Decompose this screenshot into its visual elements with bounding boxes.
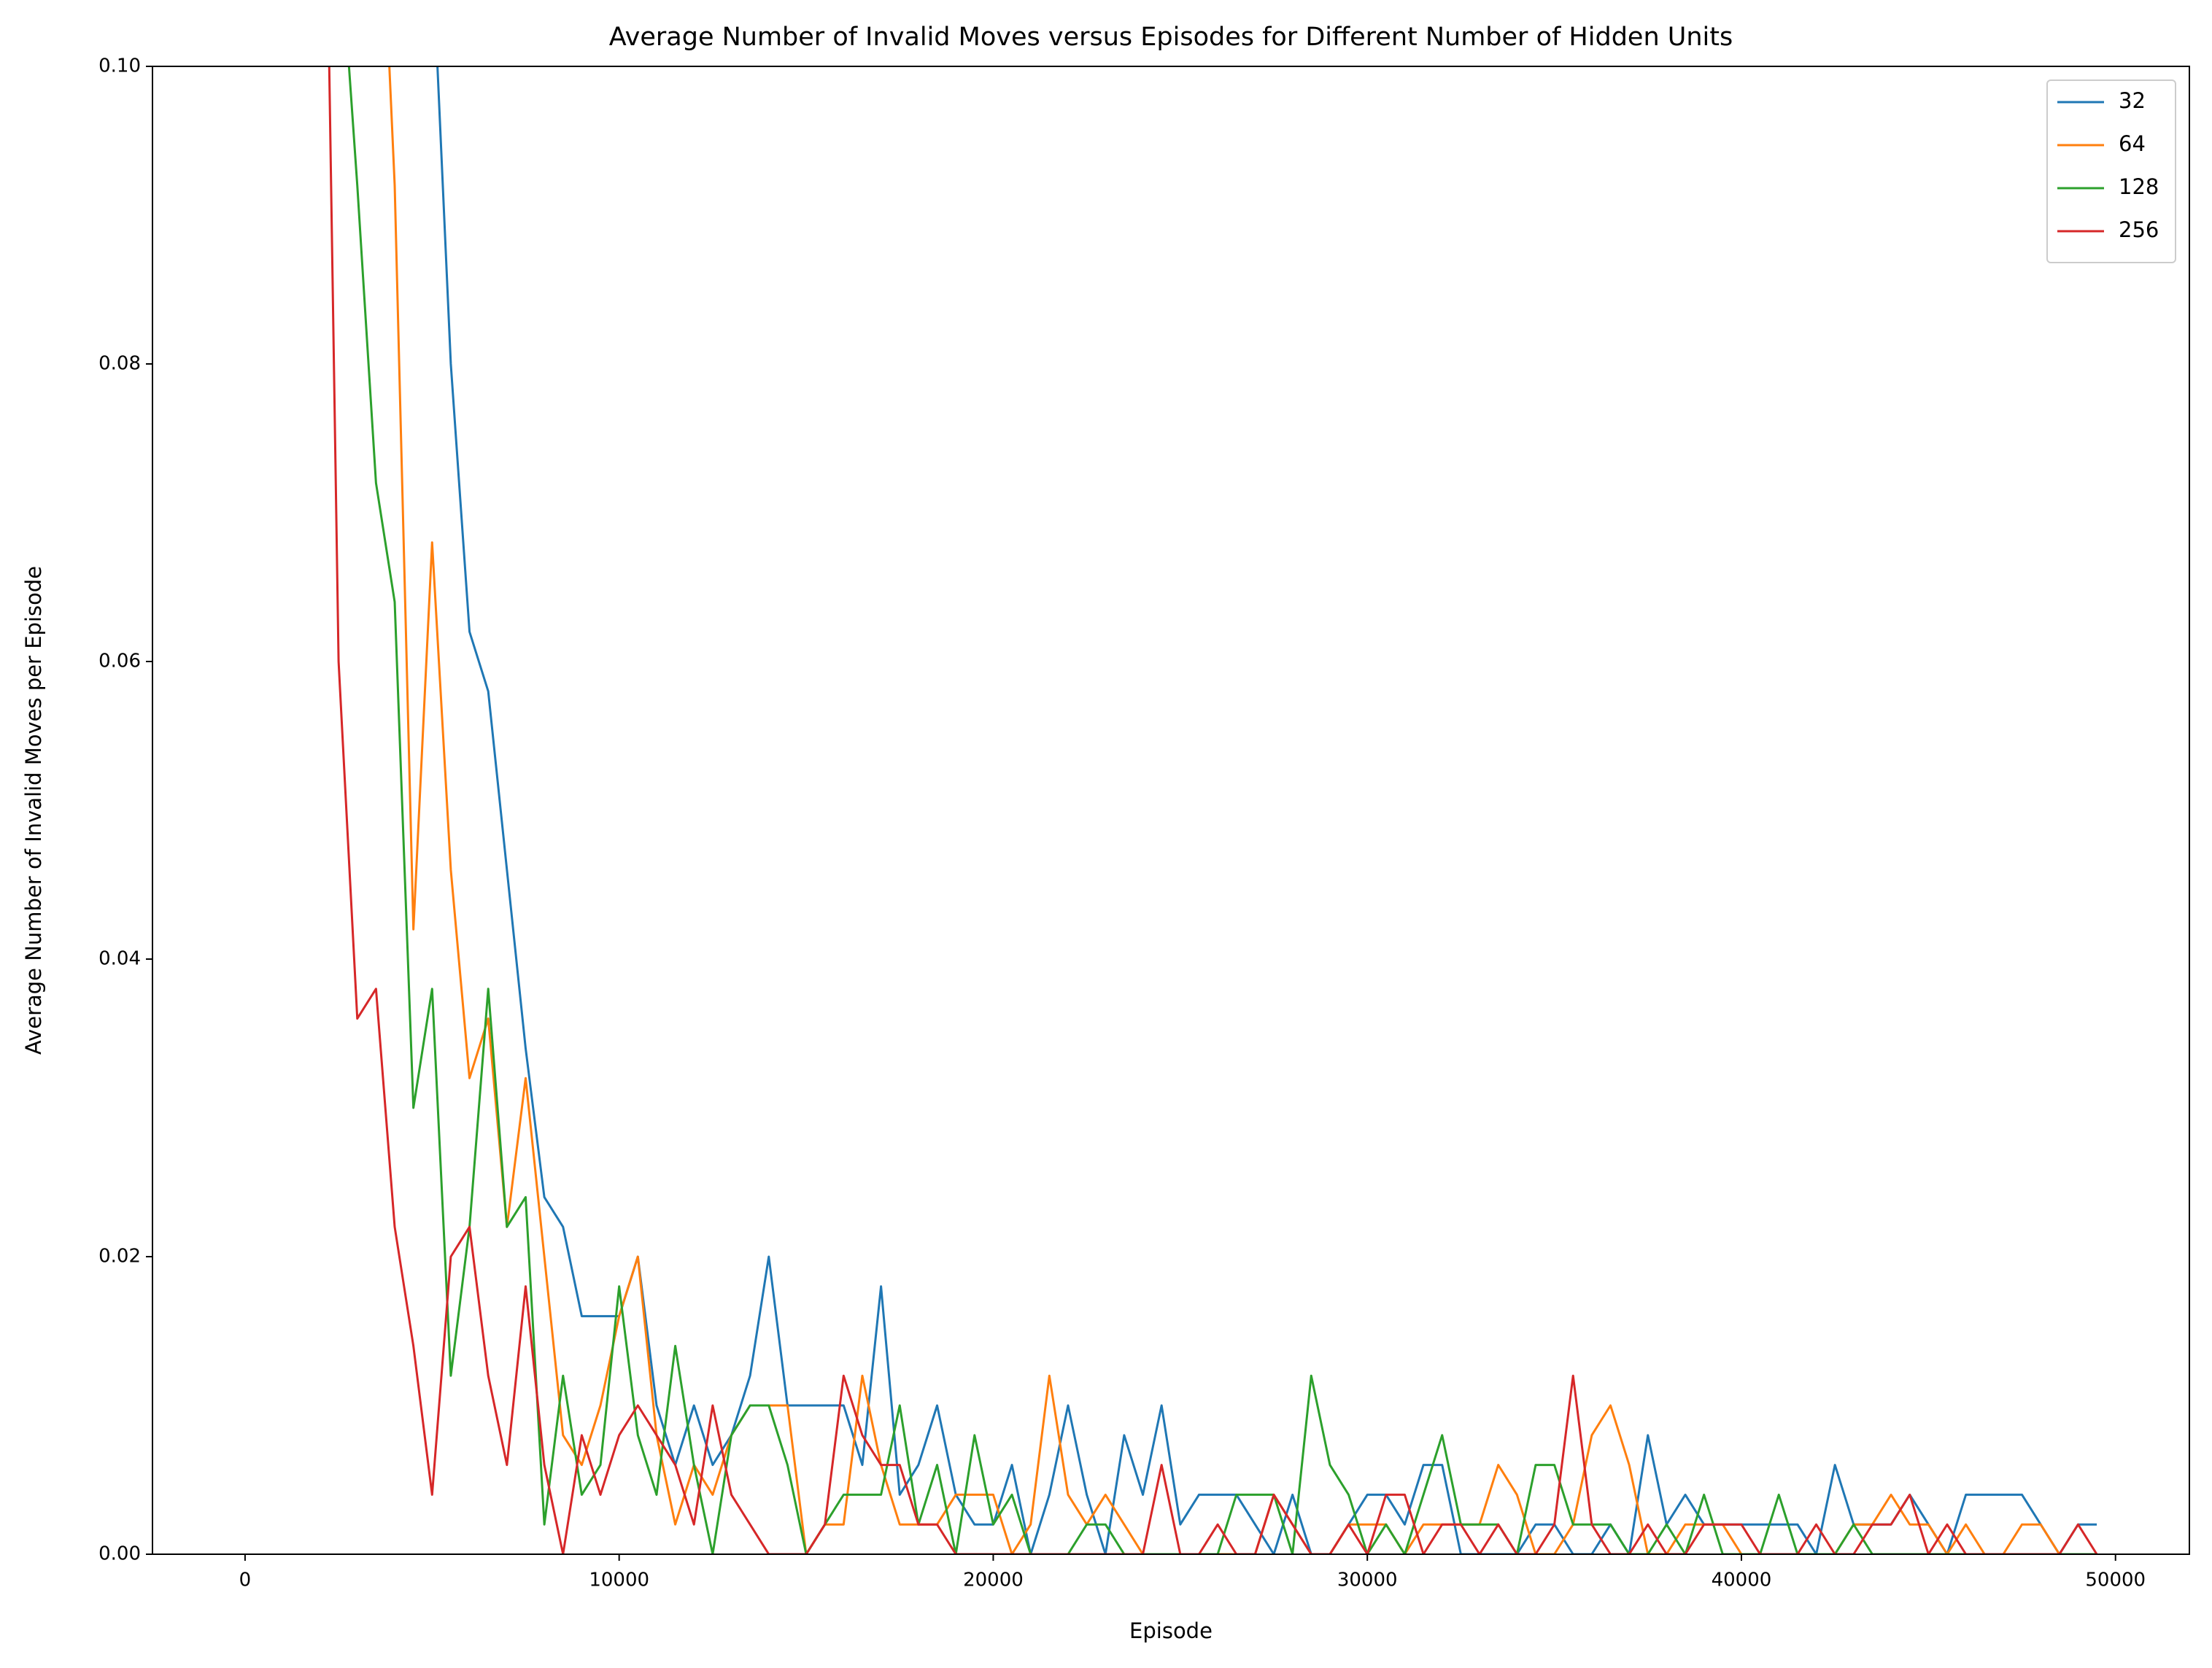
plot-area — [328, 66, 2098, 1554]
series-line — [347, 66, 2097, 1554]
x-tick-label: 40000 — [1712, 1570, 1772, 1591]
y-axis-label: Average Number of Invalid Moves per Epis… — [21, 566, 46, 1055]
x-tick-label: 20000 — [963, 1570, 1024, 1591]
chart-title: Average Number of Invalid Moves versus E… — [609, 23, 1733, 52]
legend-label: 256 — [2119, 217, 2159, 242]
y-tick-label: 0.10 — [98, 55, 141, 77]
x-tick-label: 50000 — [2085, 1570, 2146, 1591]
x-axis-label: Episode — [1129, 1618, 1213, 1643]
x-tick-label: 0 — [239, 1570, 252, 1591]
x-tick-label: 10000 — [589, 1570, 649, 1591]
y-tick-label: 0.06 — [98, 651, 141, 672]
legend-label: 32 — [2119, 88, 2146, 113]
series-line — [328, 66, 2098, 1554]
axes-frame — [152, 66, 2190, 1555]
x-tick-label: 30000 — [1337, 1570, 1398, 1591]
y-tick-label: 0.00 — [98, 1543, 141, 1565]
y-tick-label: 0.04 — [98, 948, 141, 970]
legend-label: 128 — [2119, 174, 2159, 199]
legend-box — [2046, 79, 2176, 263]
legend-label: 64 — [2119, 131, 2146, 156]
y-tick-label: 0.02 — [98, 1246, 141, 1268]
series-line — [388, 66, 2097, 1554]
y-tick-label: 0.08 — [98, 353, 141, 375]
